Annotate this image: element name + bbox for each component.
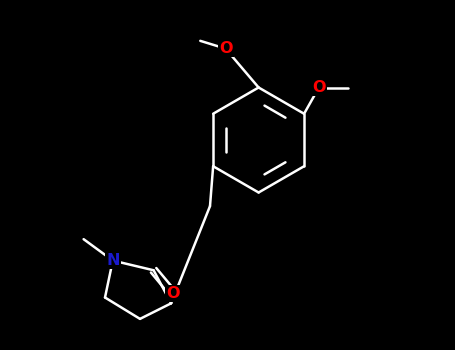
Text: O: O bbox=[219, 41, 233, 56]
Text: O: O bbox=[167, 286, 180, 301]
Text: O: O bbox=[312, 80, 326, 95]
Text: N: N bbox=[106, 253, 120, 268]
